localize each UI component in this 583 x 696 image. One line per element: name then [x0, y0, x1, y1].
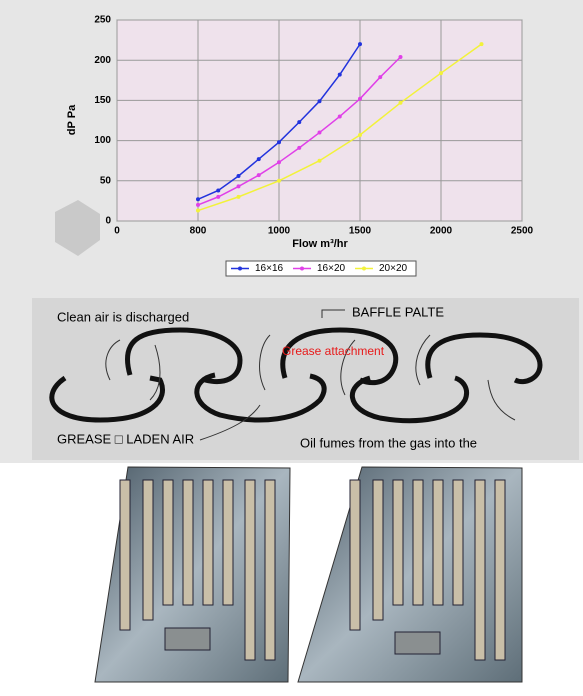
- legend-marker: [300, 266, 304, 271]
- legend-items: 16×16 16×20 20×20: [231, 263, 408, 274]
- diagram-label: BAFFLE PALTE: [352, 304, 444, 319]
- data-point: [236, 194, 241, 199]
- diagram-label: Clean air is discharged: [57, 309, 189, 324]
- diagram-label: GREASE □ LADEN AIR: [57, 431, 194, 446]
- data-point: [337, 72, 342, 77]
- legend-marker: [238, 266, 242, 271]
- data-point: [256, 173, 261, 178]
- series-line: [197, 43, 482, 212]
- legend-marker: [362, 266, 366, 271]
- x-tick-label: 2500: [511, 226, 534, 237]
- data-point: [378, 75, 383, 80]
- x-tick-label: 800: [190, 226, 207, 237]
- y-tick-label: 200: [94, 55, 111, 66]
- data-point: [196, 197, 200, 202]
- data-point: [196, 202, 200, 207]
- diagram-label: Oil fumes from the gas into the: [300, 435, 477, 450]
- legend-label: 16×16: [255, 263, 284, 274]
- data-point: [297, 145, 302, 150]
- data-point: [358, 42, 362, 47]
- data-point: [439, 71, 443, 76]
- y-tick-label: 50: [100, 175, 112, 186]
- data-point: [317, 99, 322, 104]
- diagram-panel: [32, 298, 579, 460]
- filter-photo: [94, 466, 291, 683]
- decor-gem: [55, 200, 100, 256]
- data-point: [358, 96, 362, 101]
- y-axis-label: dP Pa: [66, 104, 78, 135]
- data-point: [236, 184, 241, 189]
- y-tick-label: 0: [105, 216, 111, 227]
- data-point: [277, 140, 281, 145]
- y-tick-label: 150: [94, 95, 111, 106]
- data-point: [216, 188, 221, 193]
- data-point: [398, 100, 403, 105]
- legend: [225, 260, 417, 277]
- data-point: [358, 132, 362, 137]
- data-point: [196, 208, 200, 213]
- data-point: [479, 42, 484, 47]
- baffles: [49, 327, 543, 424]
- filter-photo: [297, 466, 523, 683]
- x-tick-label: 0: [114, 226, 120, 237]
- diagram-label: Grease attachment: [282, 344, 385, 358]
- data-point: [277, 160, 281, 165]
- y-tick-label: 250: [94, 15, 111, 26]
- data-point: [236, 173, 241, 178]
- data-point: [216, 194, 221, 199]
- data-point: [317, 130, 322, 135]
- x-axis-label: Flow m³/hr: [292, 238, 348, 250]
- plot-area: [116, 19, 523, 222]
- x-tick-label: 2000: [430, 226, 453, 237]
- x-tick-label: 1500: [349, 226, 372, 237]
- legend-label: 16×20: [317, 263, 346, 274]
- x-tick-label: 1000: [268, 226, 291, 237]
- legend-label: 20×20: [379, 263, 408, 274]
- data-point: [337, 114, 342, 119]
- data-point: [256, 157, 261, 162]
- data-point: [277, 178, 281, 183]
- data-point: [398, 54, 403, 59]
- data-point: [297, 120, 302, 125]
- data-point: [317, 158, 322, 163]
- airflow-arrows: [105, 309, 516, 441]
- y-tick-label: 100: [94, 135, 111, 146]
